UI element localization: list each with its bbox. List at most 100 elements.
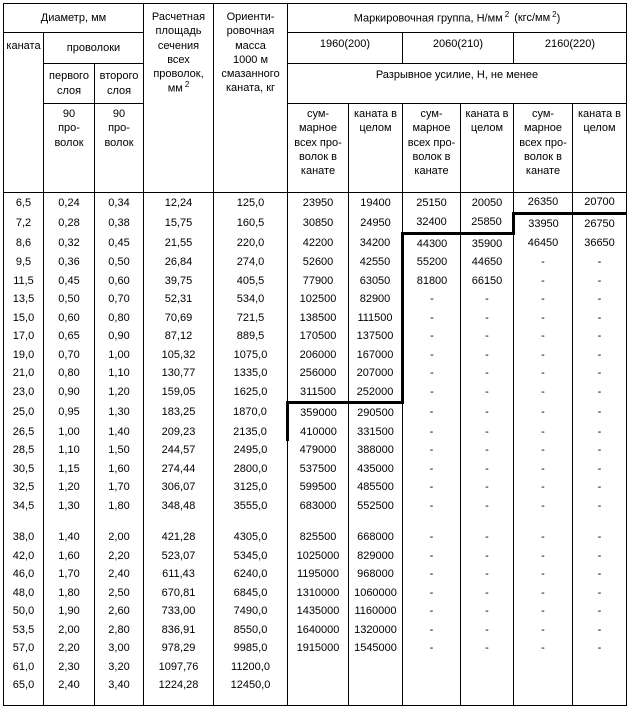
table-row: 9,5 0,36 0,50 26,84 274,0 52600 42550 55200 4465…	[3, 253, 627, 272]
cell-sum-2060: -	[401, 308, 461, 327]
cell-whole-2060: -	[460, 565, 514, 584]
cell-cross-section-area: 52,31	[143, 290, 214, 309]
table-body: 6,5 0,24 0,34 12,24 125,0 23950 19400 25150 2005…	[3, 192, 627, 705]
cell-cross-section-area: 978,29	[143, 639, 214, 658]
table-row: 38,0 1,40 2,00 421,28 4305,0 825500 668000- - - -	[3, 528, 627, 547]
cell-sum-2060: -	[402, 602, 461, 621]
cell-sum-2060: -	[402, 639, 461, 658]
header-90-wires-second-layer: 90 про- волок	[94, 103, 144, 193]
cell-wire-first-layer: 0,65	[43, 327, 95, 346]
cell-mass-1000m: 721,5	[213, 308, 288, 327]
cell-sum-2060: -	[401, 364, 461, 383]
cell-wire-second-layer: 2,40	[94, 565, 144, 584]
cell-wire-first-layer: 1,70	[43, 565, 95, 584]
table-row: 6,5 0,24 0,34 12,24 125,0 23950 19400 25150 2005…	[3, 192, 627, 213]
cell-sum-2160	[513, 657, 573, 676]
header-whole-rope-1960: каната в целом	[348, 103, 403, 193]
cell-wire-first-layer: 2,00	[43, 620, 95, 639]
cell-whole-2160: 20700	[572, 192, 627, 213]
cell-diameter-rope: 6,5	[3, 192, 44, 213]
table-row: 7,2 0,28 0,38 15,75 160,5 30850 24950 32400 2585…	[3, 211, 627, 233]
cell-wire-second-layer: 0,90	[94, 327, 144, 346]
cell-whole-2160: -	[572, 422, 627, 441]
cell-sum-2060: -	[402, 620, 461, 639]
cell-diameter-rope: 11,5	[3, 271, 44, 290]
header-sum-wires-1960: сум- марное всех про- волок в канате	[287, 103, 349, 193]
header-rope-label: каната	[6, 40, 41, 52]
cell-diameter-rope: 46,0	[3, 565, 44, 584]
cell-diameter-rope: 21,0	[3, 364, 44, 383]
cell-diameter-rope: 53,5	[3, 620, 44, 639]
header-90-wires-first-layer: 90 про- волок	[43, 103, 95, 193]
cell-wire-first-layer: 1,60	[43, 546, 95, 565]
cell-wire-second-layer: 2,50	[94, 583, 144, 602]
cell-mass-1000m: 889,5	[213, 327, 288, 346]
cell-sum-2060: -	[402, 402, 461, 423]
cell-whole-2060: -	[460, 382, 514, 403]
table-row: 61,0 2,30 3,20 1097,76 11200,0	[3, 657, 627, 676]
cell-whole-2160: -	[572, 402, 627, 423]
header-diameter: Диаметр, мм	[3, 3, 144, 33]
cell-whole-2160: -	[572, 382, 627, 403]
header-cross-section-area: Расчетная площадь сечения всех проволок,…	[143, 3, 214, 193]
spacer-cell	[402, 515, 461, 528]
cell-wire-second-layer: 2,60	[94, 602, 144, 621]
cell-whole-1960	[348, 657, 403, 676]
cell-sum-2160: -	[513, 528, 573, 547]
cell-sum-2060: -	[402, 459, 461, 478]
cell-mass-1000m: 5345,0	[213, 546, 288, 565]
spacer-cell	[348, 515, 403, 528]
cell-sum-2060: -	[401, 382, 461, 403]
cell-whole-2060: -	[460, 546, 514, 565]
cell-sum-2160: -	[513, 327, 573, 346]
cell-cross-section-area: 21,55	[143, 233, 214, 253]
cell-whole-1960: 137500	[348, 327, 403, 346]
cell-sum-2160: -	[513, 271, 573, 290]
cell-mass-1000m: 1870,0	[213, 402, 288, 423]
cell-wire-second-layer: 0,80	[94, 308, 144, 327]
header-marking-group-superscript-2: 2	[552, 9, 557, 19]
cell-mass-1000m: 9985,0	[213, 639, 288, 658]
cell-wire-first-layer: 0,45	[43, 271, 95, 290]
cell-whole-2060: -	[460, 364, 514, 383]
cell-mass-1000m: 2495,0	[213, 441, 288, 460]
cell-whole-2160: -	[572, 253, 627, 272]
cell-sum-2060: -	[402, 583, 461, 602]
cell-wire-first-layer: 0,28	[43, 213, 95, 233]
cell-diameter-rope: 30,5	[3, 459, 44, 478]
cell-wire-first-layer: 1,20	[43, 478, 95, 497]
cell-wire-second-layer: 2,80	[94, 620, 144, 639]
header-wires-label: проволоки	[66, 41, 121, 54]
header-sum-wires-2060: сум- марное всех про- волок в канате	[402, 103, 461, 193]
cell-mass-1000m: 274,0	[213, 253, 288, 272]
cell-cross-section-area: 26,84	[143, 253, 214, 272]
cell-whole-1960: 252000	[348, 382, 403, 403]
cell-whole-1960: 552500	[348, 496, 403, 515]
cell-cross-section-area: 836,91	[143, 620, 214, 639]
cell-diameter-rope: 19,0	[3, 345, 44, 364]
cell-sum-2160: -	[513, 253, 573, 272]
cell-diameter-rope: 65,0	[3, 676, 44, 695]
cell-diameter-rope: 50,0	[3, 602, 44, 621]
table-row: 25,0 0,95 1,30 183,25 1870,0 359000 290500- - - -	[3, 401, 627, 423]
cell-sum-1960: 479000	[287, 441, 349, 460]
cell-wire-first-layer: 1,40	[43, 528, 95, 547]
cell-whole-1960: 1545000	[348, 639, 403, 658]
cell-whole-2060: -	[460, 478, 514, 497]
cell-sum-2060: -	[401, 327, 461, 346]
cell-wire-first-layer: 2,20	[43, 639, 95, 658]
cell-sum-1960: 311500	[287, 382, 349, 403]
header-90-wires-label: 90 про- волок	[104, 108, 134, 149]
table-row: 17,0 0,65 0,90 87,12 889,5 170500 137500- - - -	[3, 327, 627, 346]
spacer-row	[3, 694, 627, 705]
cell-whole-2160: 26750	[572, 211, 627, 233]
header-first-layer-label: первого слоя	[49, 70, 89, 97]
cell-sum-2160: 33950	[512, 211, 573, 233]
table-row: 46,0 1,70 2,40 611,43 6240,0 1195000 968000- - -…	[3, 565, 627, 584]
cell-wire-second-layer: 1,30	[94, 402, 144, 423]
cell-whole-1960: 1320000	[348, 620, 403, 639]
cell-cross-section-area: 159,05	[143, 382, 214, 403]
cell-mass-1000m: 2135,0	[213, 422, 288, 441]
cell-mass-1000m: 1335,0	[213, 364, 288, 383]
cell-whole-2060: -	[460, 441, 514, 460]
